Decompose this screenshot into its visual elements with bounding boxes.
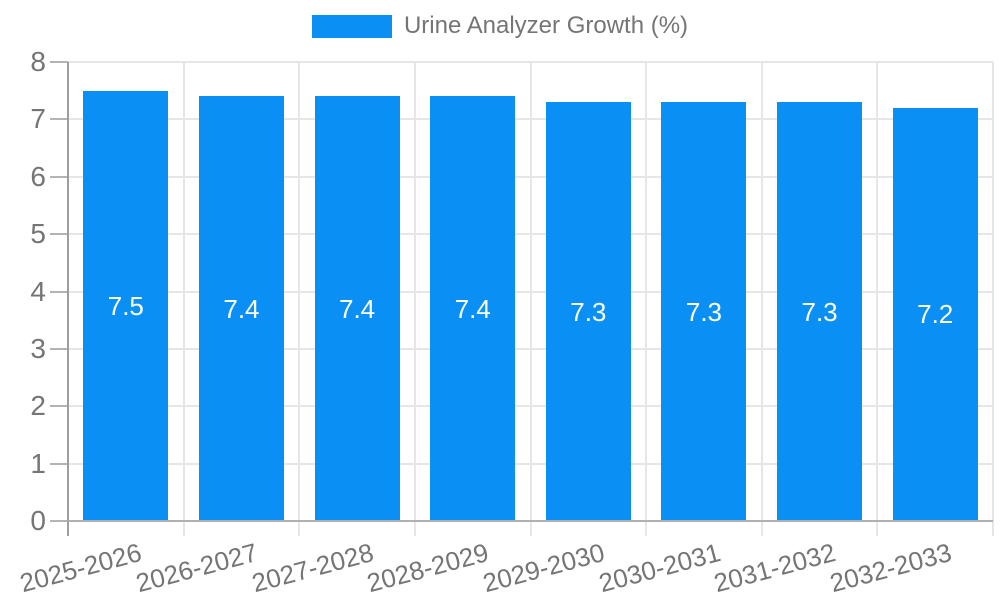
x-tick xyxy=(876,521,879,536)
bar xyxy=(545,102,631,521)
x-tick xyxy=(182,521,185,536)
x-axis xyxy=(68,520,993,522)
x-tick xyxy=(529,521,532,536)
legend-label: Urine Analyzer Growth (%) xyxy=(403,12,689,39)
x-gridline xyxy=(876,62,879,521)
bar-value-label: 7.2 xyxy=(917,299,954,330)
legend-item[interactable]: Urine Analyzer Growth (%) xyxy=(0,14,1000,38)
x-gridline xyxy=(760,62,763,521)
x-tick xyxy=(992,521,994,536)
y-tick-label: 4 xyxy=(30,275,46,307)
legend-swatch-icon xyxy=(311,14,392,38)
x-gridline xyxy=(529,62,532,521)
y-tick xyxy=(50,175,68,178)
y-tick xyxy=(50,347,68,350)
y-axis xyxy=(67,62,69,536)
bar xyxy=(430,96,516,521)
bar-value-label: 7.4 xyxy=(338,293,376,324)
x-tick xyxy=(298,521,301,536)
bar-value-label: 7.5 xyxy=(107,290,144,321)
bar-value-label: 7.3 xyxy=(801,296,838,327)
bar xyxy=(314,96,400,521)
y-tick-label: 8 xyxy=(30,46,46,77)
y-tick-label: 3 xyxy=(30,332,46,364)
y-tick-label: 5 xyxy=(30,218,46,250)
x-gridline xyxy=(992,62,994,521)
x-tick-label: 2030-2031 xyxy=(595,537,724,599)
x-tick-label: 2029-2030 xyxy=(479,537,608,599)
y-tick xyxy=(50,462,68,465)
x-tick-label: 2026-2027 xyxy=(132,537,261,599)
x-tick-label: 2028-2029 xyxy=(364,537,492,599)
y-tick xyxy=(50,290,68,293)
bar-value-label: 7.4 xyxy=(454,293,491,324)
y-tick-label: 6 xyxy=(30,160,46,192)
x-gridline xyxy=(298,62,301,521)
x-tick xyxy=(413,521,416,536)
y-tick-label: 2 xyxy=(30,390,46,422)
x-tick-label: 2032-2033 xyxy=(826,537,955,599)
x-gridline xyxy=(182,62,185,521)
y-tick-label: 1 xyxy=(30,447,46,479)
bar xyxy=(198,96,284,521)
bar xyxy=(83,90,169,521)
x-gridline xyxy=(413,62,416,521)
x-tick-label: 2025-2026 xyxy=(17,537,146,599)
bar xyxy=(661,102,747,521)
bar xyxy=(777,102,863,521)
bar-value-label: 7.3 xyxy=(570,296,607,327)
x-tick xyxy=(760,521,763,536)
bar-value-label: 7.3 xyxy=(685,296,723,327)
y-tick-label: 7 xyxy=(30,103,46,135)
bar xyxy=(892,107,978,521)
x-tick-label: 2027-2028 xyxy=(248,537,377,599)
x-gridline xyxy=(645,62,648,521)
y-tick xyxy=(50,520,68,522)
x-tick-label: 2031-2032 xyxy=(710,537,839,599)
y-tick xyxy=(50,405,68,408)
bar-value-label: 7.4 xyxy=(223,293,260,324)
y-tick-label: 0 xyxy=(30,505,46,536)
x-tick xyxy=(645,521,648,536)
y-tick xyxy=(50,61,68,63)
y-tick xyxy=(50,233,68,236)
y-tick xyxy=(50,118,68,121)
